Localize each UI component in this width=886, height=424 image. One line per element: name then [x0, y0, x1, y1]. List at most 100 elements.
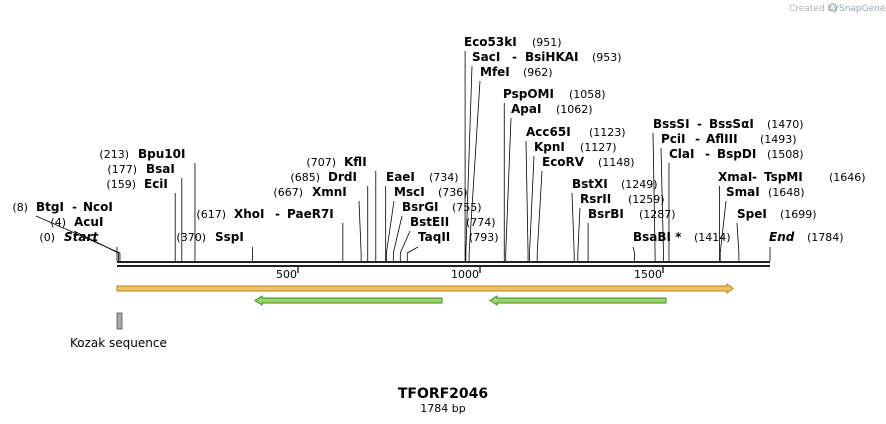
site-acui[interactable]: AcuI — [74, 215, 103, 229]
site-bspdi[interactable]: BspDI — [717, 147, 756, 161]
site-pos-kfli: (707) — [306, 156, 336, 169]
site-pos-end: (1784) — [807, 231, 844, 244]
site-spei[interactable]: SpeI — [737, 207, 767, 221]
site-ncoi[interactable]: NcoI — [83, 200, 113, 214]
kozak-box[interactable] — [116, 312, 123, 330]
site-bsihkai[interactable]: BsiHKAI — [525, 50, 579, 64]
site-pos-saci: (953) — [592, 51, 622, 64]
site-rsrii[interactable]: RsrII — [580, 192, 611, 206]
green-feature-arrow-1[interactable] — [254, 295, 443, 306]
site-pos-eaei: (734) — [429, 171, 459, 184]
site-drdi[interactable]: DrdI — [328, 170, 357, 184]
site-pos-msci: (736) — [438, 186, 468, 199]
site-pos-mfei: (962) — [523, 66, 553, 79]
plasmid-title: TFORF2046 — [398, 386, 488, 402]
site-xmni[interactable]: XmnI — [312, 185, 347, 199]
site-tspmi[interactable]: TspMI — [764, 170, 803, 184]
site-mfei[interactable]: MfeI — [480, 65, 510, 79]
site-acc65i[interactable]: Acc65I — [526, 125, 571, 139]
site-connector-line — [468, 80, 481, 261]
site-eco53ki[interactable]: Eco53kI — [464, 35, 517, 49]
site-pos-start: (0) — [39, 231, 55, 244]
site-bsabi[interactable]: BsaBI * — [633, 230, 682, 244]
site-taqii[interactable]: TaqII — [418, 230, 450, 244]
site-clai[interactable]: ClaI — [669, 147, 694, 161]
green-features[interactable] — [254, 295, 667, 306]
tick-label-1500: 1500 — [634, 268, 662, 281]
site-bpu10i[interactable]: Bpu10I — [138, 147, 185, 161]
kozak-label: Kozak sequence — [70, 336, 167, 350]
site-paer7i[interactable]: PaeR7I — [287, 207, 334, 221]
site-bsrgi[interactable]: BsrGI — [402, 200, 439, 214]
site-bsai[interactable]: BsaI — [146, 162, 175, 176]
credit-brand: SnapGene — [839, 4, 886, 14]
site-pos-smai: (1648) — [768, 186, 805, 199]
site-saci[interactable]: SacI — [472, 50, 500, 64]
site-kpni[interactable]: KpnI — [534, 140, 565, 154]
site-connector-line — [736, 222, 740, 261]
site-connector-line — [406, 246, 419, 261]
site-pos-bsteii: (774) — [466, 216, 496, 229]
site-sep: - — [512, 50, 517, 64]
site-pos-acui: (4) — [50, 216, 66, 229]
site-pos-bsabi: (1414) — [694, 231, 731, 244]
site-sep: - — [275, 207, 280, 221]
site-connector-line — [571, 192, 575, 261]
site-smai[interactable]: SmaI — [726, 185, 760, 199]
site-btgi[interactable]: BtgI — [36, 200, 64, 214]
site-pos-bsrbi: (1287) — [639, 208, 676, 221]
kozak-feature[interactable]: Kozak sequence — [70, 312, 167, 350]
site-sep: - — [697, 117, 702, 131]
site-msci[interactable]: MscI — [394, 185, 425, 199]
site-connector-line — [465, 65, 473, 261]
site-pos-clai: (1508) — [767, 148, 804, 161]
site-connector-line — [577, 207, 581, 261]
site-end[interactable]: End — [769, 230, 795, 244]
site-ecii[interactable]: EciI — [144, 177, 168, 191]
site-connector-line — [399, 230, 411, 261]
site-bsssai[interactable]: BssSαI — [709, 117, 754, 131]
site-pos-ecii: (159) — [106, 178, 136, 191]
site-pos-ecorv: (1148) — [598, 156, 635, 169]
site-pos-bsrgi: (755) — [452, 201, 482, 214]
site-xhoi[interactable]: XhoI — [234, 207, 265, 221]
site-bstxi[interactable]: BstXI — [572, 177, 608, 191]
green-feature-arrow-2[interactable] — [489, 295, 667, 306]
site-connector-line — [660, 147, 664, 261]
site-pos-xmni: (667) — [273, 186, 303, 199]
site-connector-line — [73, 230, 119, 261]
site-connector-line — [385, 200, 395, 261]
site-ecorv[interactable]: EcoRV — [542, 155, 585, 169]
site-xmai[interactable]: XmaI — [718, 170, 752, 184]
site-pos-kpni: (1127) — [580, 141, 617, 154]
site-pos-xmai: (1646) — [829, 171, 866, 184]
site-connectors — [35, 51, 771, 261]
site-bsrbi[interactable]: BsrBI — [588, 207, 624, 221]
site-pos-acc65i: (1123) — [589, 126, 626, 139]
site-pos-rsrii: (1259) — [628, 193, 665, 206]
site-bsteii[interactable]: BstEII — [410, 215, 449, 229]
site-pos-pcii: (1493) — [760, 133, 797, 146]
site-pos-apai: (1062) — [556, 103, 593, 116]
site-eaei[interactable]: EaeI — [386, 170, 415, 184]
site-sep: - — [752, 170, 757, 184]
orf-feature[interactable] — [116, 283, 734, 294]
site-pos-taqii: (793) — [469, 231, 499, 244]
site-connector-line — [392, 215, 403, 261]
restriction-sites: (0) Start (4) AcuI (8) BtgI - NcoI (159)… — [12, 35, 865, 244]
snapgene-logo-icon — [828, 3, 838, 12]
site-apai[interactable]: ApaI — [511, 102, 541, 116]
site-pcii[interactable]: PciI — [661, 132, 686, 146]
site-bsssi[interactable]: BssSI — [653, 117, 690, 131]
site-connector-line — [358, 200, 362, 261]
site-connector-line — [536, 170, 543, 261]
site-start[interactable]: Start — [64, 230, 99, 244]
site-pos-pspomi: (1058) — [569, 88, 606, 101]
site-sspi[interactable]: SspI — [215, 230, 244, 244]
site-pos-bpu10i: (213) — [99, 148, 129, 161]
site-pspomi[interactable]: PspOMI — [503, 87, 554, 101]
orf-arrow[interactable] — [116, 283, 734, 294]
site-kfli[interactable]: KflI — [344, 155, 367, 169]
site-afliii[interactable]: AflIII — [706, 132, 738, 146]
site-pos-eco53ki: (951) — [532, 36, 562, 49]
